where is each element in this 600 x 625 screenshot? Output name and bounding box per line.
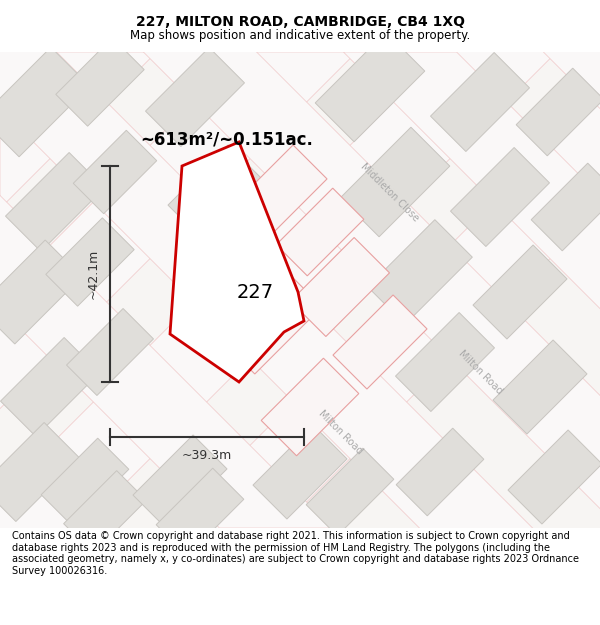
Polygon shape — [315, 32, 425, 142]
Text: 227: 227 — [236, 282, 274, 301]
Polygon shape — [41, 438, 129, 526]
Polygon shape — [178, 180, 282, 284]
Polygon shape — [340, 127, 450, 237]
Polygon shape — [73, 130, 157, 214]
Polygon shape — [64, 471, 146, 553]
Polygon shape — [261, 358, 359, 456]
Polygon shape — [508, 430, 600, 524]
Polygon shape — [306, 448, 394, 536]
Polygon shape — [0, 422, 79, 521]
Polygon shape — [544, 0, 600, 109]
Polygon shape — [0, 48, 90, 157]
Polygon shape — [276, 188, 364, 276]
Polygon shape — [493, 340, 587, 434]
Polygon shape — [343, 52, 600, 528]
Text: Milton Road: Milton Road — [456, 348, 504, 396]
Text: ~39.3m: ~39.3m — [182, 449, 232, 462]
Polygon shape — [67, 309, 154, 396]
Polygon shape — [395, 312, 494, 411]
Polygon shape — [368, 219, 472, 324]
Polygon shape — [168, 145, 262, 239]
Polygon shape — [290, 238, 389, 336]
Polygon shape — [0, 52, 600, 625]
Polygon shape — [516, 68, 600, 156]
Polygon shape — [46, 217, 134, 306]
Polygon shape — [531, 163, 600, 251]
Polygon shape — [0, 52, 356, 528]
Polygon shape — [233, 145, 327, 239]
Polygon shape — [473, 245, 567, 339]
Polygon shape — [156, 468, 244, 556]
Text: 227, MILTON ROAD, CAMBRIDGE, CB4 1XQ: 227, MILTON ROAD, CAMBRIDGE, CB4 1XQ — [136, 14, 464, 29]
Polygon shape — [0, 0, 600, 528]
Text: Middleton Close: Middleton Close — [359, 161, 421, 223]
Polygon shape — [253, 425, 347, 519]
Text: ~42.1m: ~42.1m — [87, 249, 100, 299]
Polygon shape — [1, 338, 100, 436]
Polygon shape — [451, 148, 550, 246]
Polygon shape — [0, 52, 332, 528]
Polygon shape — [333, 295, 427, 389]
Polygon shape — [396, 428, 484, 516]
Text: Map shows position and indicative extent of the property.: Map shows position and indicative extent… — [130, 29, 470, 42]
Text: Contains OS data © Crown copyright and database right 2021. This information is : Contains OS data © Crown copyright and d… — [12, 531, 579, 576]
Polygon shape — [0, 240, 82, 344]
Polygon shape — [218, 270, 322, 374]
Polygon shape — [0, 52, 157, 209]
Polygon shape — [0, 0, 600, 609]
Text: ~613m²/~0.151ac.: ~613m²/~0.151ac. — [140, 130, 313, 148]
Polygon shape — [56, 38, 144, 126]
Polygon shape — [5, 152, 104, 251]
Polygon shape — [170, 142, 304, 382]
Polygon shape — [146, 48, 244, 146]
Text: Milton Road: Milton Road — [316, 408, 364, 456]
Polygon shape — [133, 435, 227, 529]
Polygon shape — [431, 52, 529, 151]
